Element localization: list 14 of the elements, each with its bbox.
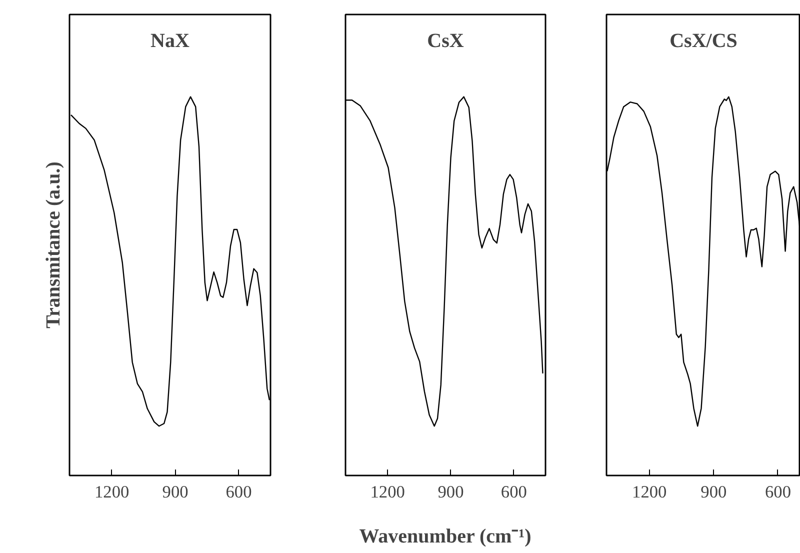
x-tick-label: 600 bbox=[226, 482, 252, 502]
x-tick-label: 900 bbox=[162, 482, 188, 502]
x-tick-label: 600 bbox=[764, 482, 791, 502]
chart-title: CsX/CS bbox=[670, 30, 738, 52]
x-tick-label: 900 bbox=[700, 482, 727, 502]
x-tick-label: 1200 bbox=[94, 482, 130, 502]
x-tick-label: 900 bbox=[438, 482, 464, 502]
x-tick-label: 1200 bbox=[632, 482, 667, 502]
x-tick-label: 1200 bbox=[370, 482, 405, 502]
x-axis-title: Wavenumber (cm⁻¹) bbox=[359, 526, 532, 548]
chart-title: NaX bbox=[150, 30, 190, 52]
chart-title: CsX bbox=[427, 30, 464, 52]
x-tick-label: 600 bbox=[500, 482, 527, 502]
y-axis-title: Transmitance (a.u.) bbox=[42, 162, 64, 328]
